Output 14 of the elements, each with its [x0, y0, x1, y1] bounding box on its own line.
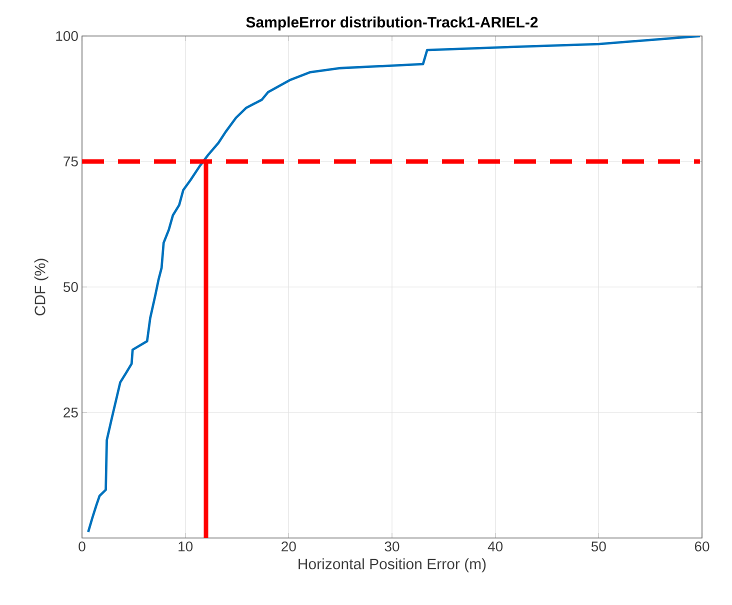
- y-tick-label: 100: [56, 31, 78, 41]
- x-tick-label: 60: [694, 542, 710, 552]
- x-tick-label: 0: [78, 542, 86, 552]
- y-tick-label: 75: [64, 156, 78, 166]
- x-tick-label: 40: [488, 542, 503, 552]
- chart-title: SampleError distribution-Track1-ARIEL-2: [246, 16, 538, 30]
- x-tick-label: 10: [178, 542, 193, 552]
- x-tick-label: 30: [384, 542, 400, 552]
- y-tick-label: 25: [64, 408, 78, 418]
- x-axis-title: Horizontal Position Error (m): [298, 558, 486, 572]
- x-tick-label: 50: [591, 542, 606, 552]
- x-tick-label: 20: [282, 542, 296, 552]
- y-tick-label: 50: [63, 282, 78, 292]
- y-axis-title: CDF (%): [34, 258, 48, 316]
